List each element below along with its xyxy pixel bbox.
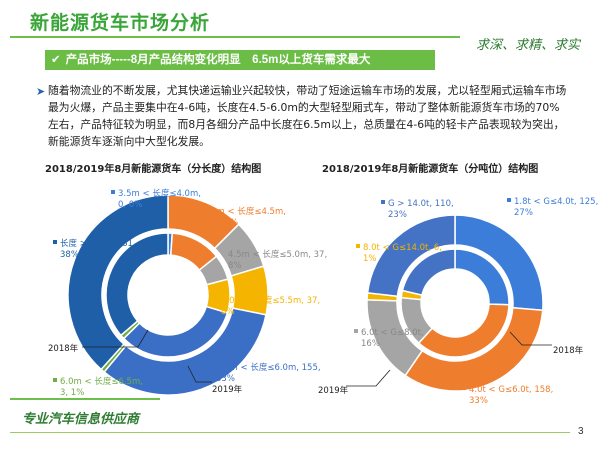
chart-title-length: 2018/2019年8月新能源货车（分长度）结构图	[45, 164, 262, 175]
tonnage-legend-marker-3	[356, 244, 360, 248]
length-legend-marker-3	[214, 297, 218, 301]
length-legend-marker-6	[53, 240, 57, 244]
length-legend-marker-5	[53, 378, 57, 382]
length-2019-slice-6	[67, 194, 169, 371]
chart-title-tonnage: 2018/2019年8月新能源货车（分吨位）结构图	[322, 164, 539, 175]
banner-text: 产品市场-----8月产品结构变化明显 6.5m以上货车需求最大	[65, 54, 371, 66]
length-legend-marker-0	[111, 190, 115, 194]
footer-line	[10, 432, 570, 433]
length-2018-slice-6	[105, 232, 169, 337]
tonnage-data-label-0: 1.8t < G≤4.0t, 125, 27%	[514, 197, 598, 218]
length-data-label-1: 4.0m < 长度≤4.5m, 59, 12%	[203, 206, 286, 228]
tonnage-legend-marker-2	[354, 329, 358, 333]
tonnage-legend-marker-4	[381, 200, 385, 204]
body-paragraph: 随着物流业的不断发展，尤其快递运输业兴起较快，带动了短途运输车市场的发展，尤以轻…	[48, 84, 567, 148]
length-ring-label-2019: 2019年	[212, 384, 243, 395]
tonnage-leader-2019	[346, 369, 391, 387]
length-leader-2018	[82, 329, 149, 348]
tonnage-data-label-2: 6.0t < G≤8.0t, 16%	[361, 328, 424, 349]
length-data-label-2: 4.5m < 长度≤5.0m, 37, 8%	[228, 249, 327, 271]
length-data-label-3: 5.0m < 长度≤5.5m, 37, 8%	[221, 295, 320, 317]
page-number: 3	[578, 426, 584, 437]
length-legend-marker-2	[221, 251, 225, 255]
arrow-right-icon: ➤	[36, 86, 46, 98]
footer-company: 专业汽车信息供应商	[22, 412, 140, 427]
page-title: 新能源货车市场分析	[30, 13, 211, 34]
tonnage-2018-slice-4	[401, 248, 456, 297]
slogan: 求深、求精、求实	[475, 38, 580, 53]
tonnage-ring-label-2019: 2019年	[318, 385, 349, 396]
length-data-label-5: 6.0m < 长度≤6.5m, 3, 1%	[60, 376, 143, 398]
tonnage-data-label-1: 4.0t < G≤6.0t, 158, 33%	[469, 385, 553, 406]
tonnage-2019-slice-4	[366, 214, 456, 298]
section-banner: ✔ 产品市场-----8月产品结构变化明显 6.5m以上货车需求最大	[45, 50, 435, 70]
length-legend-marker-4	[209, 364, 213, 368]
footer-divider	[10, 398, 160, 400]
tonnage-ring-label-2018: 2018年	[553, 345, 584, 356]
header-divider	[10, 36, 460, 38]
tonnage-legend-marker-1	[462, 386, 466, 390]
length-data-label-6: 长度 > 6.5m, 181, 38%	[60, 238, 136, 260]
tonnage-data-label-4: G > 14.0t, 110, 23%	[388, 199, 454, 220]
tonnage-legend-marker-0	[507, 198, 511, 202]
tonnage-data-label-3: 8.0t < G≤14.0t, 6, 1%	[363, 243, 442, 264]
tonnage-2018-slice-1	[417, 303, 510, 358]
length-legend-marker-1	[196, 208, 200, 212]
length-leader-2019	[187, 365, 212, 383]
length-data-label-0: 3.5m < 长度≤4.0m, 0, 0%	[118, 188, 201, 210]
check-icon: ✔	[51, 54, 61, 66]
tonnage-leader-2018	[509, 331, 552, 346]
length-ring-label-2018: 2018年	[48, 343, 79, 354]
length-data-label-4: 5.5m < 长度≤6.0m, 155, 33%	[216, 362, 321, 384]
